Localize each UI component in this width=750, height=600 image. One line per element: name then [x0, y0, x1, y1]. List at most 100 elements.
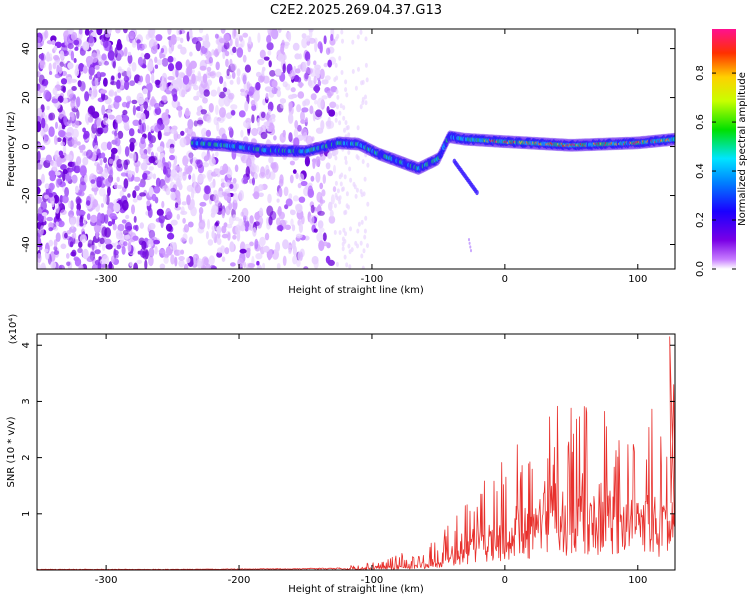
spectrogram-noise-blob [196, 119, 204, 125]
spectrogram-noise-blob [216, 225, 222, 235]
spectrogram-noise-blob [117, 223, 125, 232]
spectrogram-noise-blob [71, 114, 75, 122]
spectrogram-noise-blob [124, 46, 128, 57]
spectrogram-noise-blob [269, 171, 276, 181]
spectrogram-noise-blob [218, 117, 225, 123]
spectrogram-noise-blob [88, 75, 93, 80]
spectrogram-noise-blob [345, 92, 349, 98]
spectrogram-noise-blob [88, 90, 94, 95]
snr-y-tick-label: 4 [21, 342, 32, 348]
spectrogram-noise-blob [66, 261, 71, 267]
spectrogram-noise-blob [75, 185, 79, 193]
snr-x-tick-label: 0 [502, 575, 508, 586]
spectrogram-noise-blob [321, 189, 326, 197]
spectrogram-noise-blob [290, 93, 298, 99]
spectrogram-noise-blob [49, 53, 53, 62]
spectrogram-noise-blob [199, 201, 207, 207]
spectrogram-noise-blob [277, 53, 285, 62]
snr-multiplier-label: (x10⁴) [8, 314, 19, 345]
spectrogram-noise-blob [57, 220, 65, 228]
spectrogram-noise-blob [112, 61, 116, 69]
spectrogram-noise-blob [55, 204, 60, 214]
spectrogram-noise-blob [339, 103, 343, 109]
spectrogram-noise-blob [78, 241, 83, 248]
spectrogram-noise-blob [193, 255, 197, 265]
spectrogram-noise-blob [178, 108, 183, 118]
spectrogram-noise-blob [182, 171, 187, 181]
spectrogram-noise-blob [70, 31, 78, 41]
spectrogram-noise-blob [48, 126, 55, 137]
spectrogram-noise-blob [56, 156, 63, 167]
spectrogram-noise-blob [348, 249, 352, 255]
spectrogram-noise-blob [290, 218, 294, 227]
spectrogram-noise-blob [146, 125, 150, 132]
spectrogram-noise-blob [247, 43, 252, 53]
spectrogram-noise-blob [70, 219, 75, 230]
spectrogram-noise-blob [296, 104, 302, 113]
colorbar-label: Normalized spectral amplitude [737, 72, 748, 226]
spectrogram-noise-blob [111, 75, 115, 81]
spectrogram-noise-blob [336, 104, 339, 110]
spectrogram-noise-blob [319, 182, 324, 190]
spectrogram-noise-blob [95, 117, 102, 126]
spectrogram-noise-blob [55, 221, 59, 226]
snr-y-tick-label: 3 [21, 398, 32, 404]
spectrogram-noise-blob [103, 77, 108, 87]
spectrogram-noise-blob [267, 29, 271, 34]
spectrogram-noise-blob [169, 154, 175, 161]
spectrogram-noise-blob [315, 73, 320, 79]
spectrogram-noise-blob [185, 107, 190, 119]
spectrogram-noise-blob [306, 40, 311, 46]
snr-frame [36, 333, 676, 571]
snr-x-tick-label: -100 [361, 575, 384, 586]
spectrogram-noise-blob [182, 217, 186, 224]
spectrogram-noise-blob [289, 69, 295, 80]
spectrogram-noise-blob [71, 86, 77, 91]
spectrogram-noise-blob [113, 249, 119, 256]
spectrogram-noise-blob [283, 43, 289, 49]
spectrogram-noise-blob [193, 84, 199, 91]
spectrogram-noise-blob [148, 166, 154, 171]
spectrogram-noise-blob [360, 253, 364, 259]
spectrogram-noise-blob [139, 222, 144, 229]
spectrogram-noise-blob [322, 232, 327, 242]
spectrogram-noise-blob [332, 186, 337, 193]
spectrogram-noise-blob [209, 182, 215, 189]
spectrogram-noise-blob [127, 54, 133, 64]
spectrogram-noise-blob [43, 89, 51, 100]
spectrogram-noise-blob [278, 29, 282, 33]
colorbar-tick-label: 0.4 [695, 163, 706, 179]
spectrogram-noise-blob [312, 110, 316, 122]
spectrogram-noise-blob [216, 237, 222, 245]
spectrogram-noise-blob [341, 236, 345, 242]
spectrogram-noise-blob [95, 127, 102, 137]
spectrogram-noise-blob [95, 228, 99, 239]
spectrogram-noise-blob [116, 79, 121, 90]
spectrogram-noise-blob [186, 67, 192, 77]
spectrogram-noise-blob [230, 63, 237, 72]
spectrogram-noise-blob [70, 50, 75, 61]
spectrogram-noise-blob [79, 81, 86, 92]
spectrogram-noise-blob [223, 41, 230, 50]
spectrogram-noise-blob [309, 214, 315, 226]
spectrogram-noise-blob [90, 93, 95, 100]
spectrogram-noise-blob [319, 153, 326, 161]
spectrogram-noise-blob [215, 61, 220, 71]
spectrogram-noise-blob [105, 243, 113, 250]
spectrogram-noise-blob [223, 81, 227, 89]
spectrogram-noise-blob [58, 65, 63, 74]
spectrogram-noise-blob [361, 96, 365, 102]
spectrogram-noise-blob [356, 228, 360, 234]
spectrogram-noise-blob [241, 207, 249, 218]
spectrogram-noise-blob [53, 194, 60, 204]
spectrogram-noise-blob [61, 124, 66, 130]
spectrogram-noise-blob [107, 221, 113, 227]
spectrogram-noise-blob [342, 115, 346, 121]
spectrogram-noise-blob [221, 233, 229, 239]
spectrogram-noise-blob [101, 53, 107, 61]
spectrogram-noise-blob [82, 156, 89, 166]
spectrogram-noise-blob [169, 147, 175, 154]
spectrogram-noise-blob [53, 246, 58, 251]
spectrogram-noise-blob [116, 42, 122, 51]
